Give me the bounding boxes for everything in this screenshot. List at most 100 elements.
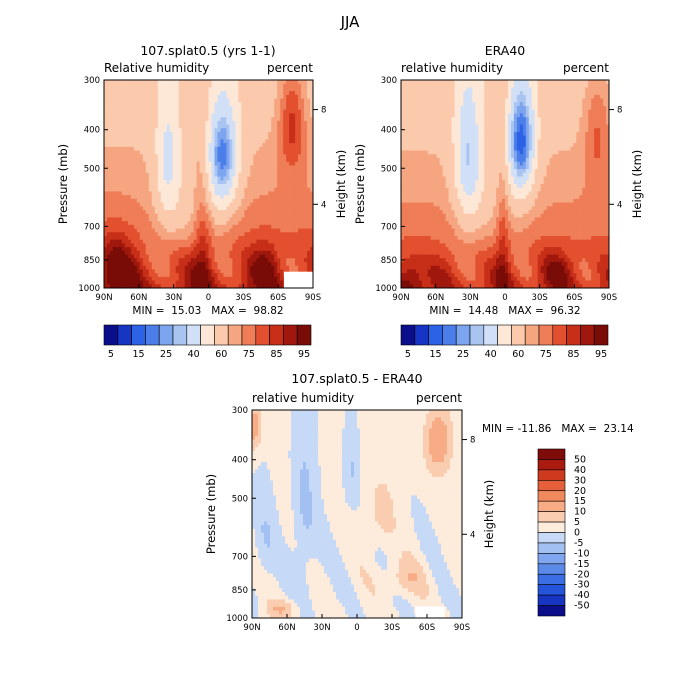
heatmap-cell [133, 124, 138, 129]
heatmap-cell [193, 132, 197, 137]
heatmap-cell [118, 146, 123, 151]
heatmap-cell [104, 217, 108, 222]
heatmap-cell [463, 102, 467, 107]
heatmap-cell [160, 94, 165, 99]
heatmap-cell [229, 102, 233, 107]
heatmap-cell [208, 150, 212, 155]
heatmap-cell [163, 80, 168, 85]
heatmap-cell [558, 102, 562, 107]
heatmap-cell [531, 106, 536, 111]
heatmap-cell [106, 191, 111, 196]
heatmap-cell [121, 195, 126, 200]
heatmap-cell [283, 146, 287, 151]
heatmap-cell [130, 239, 135, 244]
heatmap-cell [457, 98, 461, 103]
heatmap-cell [104, 176, 108, 181]
heatmap-cell [127, 180, 132, 185]
heatmap-cell [169, 106, 174, 111]
heatmap-cell [139, 146, 144, 151]
heatmap-cell [175, 184, 180, 189]
heatmap-cell [181, 146, 186, 151]
heatmap-cell [271, 150, 275, 155]
heatmap-cell [289, 202, 293, 207]
heatmap-cell [466, 80, 470, 85]
heatmap-cell [175, 187, 180, 192]
heatmap-cell [247, 187, 251, 192]
heatmap-cell [214, 250, 218, 255]
heatmap-cell [142, 198, 147, 203]
heatmap-cell [301, 195, 305, 200]
heatmap-cell [241, 254, 245, 259]
heatmap-cell [274, 243, 278, 248]
heatmap-cell [427, 87, 432, 92]
heatmap-cell [289, 247, 293, 252]
heatmap-cell [217, 191, 221, 196]
heatmap-cell [104, 169, 108, 174]
heatmap-cell [127, 161, 132, 166]
heatmap-cell [484, 102, 488, 107]
heatmap-cell [555, 124, 559, 129]
heatmap-cell [175, 124, 180, 129]
heatmap-cell [178, 254, 183, 259]
heatmap-cell [298, 83, 302, 88]
heatmap-cell [253, 284, 257, 289]
heatmap-cell [274, 236, 278, 241]
heatmap-cell [502, 109, 506, 114]
heatmap-cell [104, 154, 108, 159]
heatmap-cell [104, 284, 108, 289]
heatmap-cell [301, 247, 305, 252]
heatmap-cell [142, 169, 147, 174]
heatmap-cell [460, 91, 464, 96]
heatmap-cell [118, 206, 123, 211]
heatmap-cell [175, 213, 180, 218]
heatmap-cell [232, 113, 236, 118]
heatmap-cell [289, 161, 293, 166]
heatmap-cell [310, 83, 314, 88]
heatmap-cell [163, 232, 168, 237]
heatmap-cell [259, 224, 263, 229]
heatmap-cell [427, 106, 432, 111]
heatmap-cell [280, 94, 284, 99]
heatmap-cell [241, 128, 245, 133]
heatmap-cell [109, 254, 114, 259]
heatmap-cell [564, 106, 568, 111]
heatmap-cell [283, 232, 287, 237]
heatmap-cell [519, 91, 524, 96]
heatmap-cell [430, 80, 435, 85]
heatmap-cell [247, 262, 251, 267]
heatmap-cell [295, 191, 299, 196]
heatmap-cell [178, 198, 183, 203]
heatmap-cell [274, 180, 278, 185]
heatmap-cell [196, 273, 200, 278]
heatmap-cell [415, 120, 420, 125]
heatmap-cell [274, 176, 278, 181]
heatmap-cell [235, 284, 239, 289]
heatmap-cell [424, 80, 429, 85]
heatmap-cell [220, 224, 224, 229]
heatmap-cell [481, 113, 485, 118]
heatmap-cell [166, 221, 171, 226]
heatmap-cell [229, 247, 233, 252]
heatmap-cell [175, 102, 180, 107]
heatmap-cell [157, 117, 162, 122]
heatmap-cell [534, 106, 539, 111]
heatmap-cell [109, 139, 114, 144]
heatmap-cell [229, 113, 233, 118]
heatmap-cell [142, 87, 147, 92]
heatmap-cell [148, 265, 153, 270]
heatmap-cell [112, 206, 117, 211]
heatmap-cell [184, 198, 188, 203]
heatmap-cell [232, 180, 236, 185]
heatmap-cell [570, 109, 574, 114]
heatmap-cell [151, 184, 156, 189]
heatmap-cell [229, 187, 233, 192]
heatmap-cell [193, 117, 197, 122]
heatmap-cell [484, 91, 488, 96]
heatmap-cell [133, 254, 138, 259]
heatmap-cell [202, 146, 206, 151]
heatmap-cell [259, 228, 263, 233]
heatmap-cell [196, 117, 200, 122]
heatmap-cell [298, 128, 302, 133]
heatmap-cell [241, 280, 245, 285]
heatmap-cell [127, 80, 132, 85]
